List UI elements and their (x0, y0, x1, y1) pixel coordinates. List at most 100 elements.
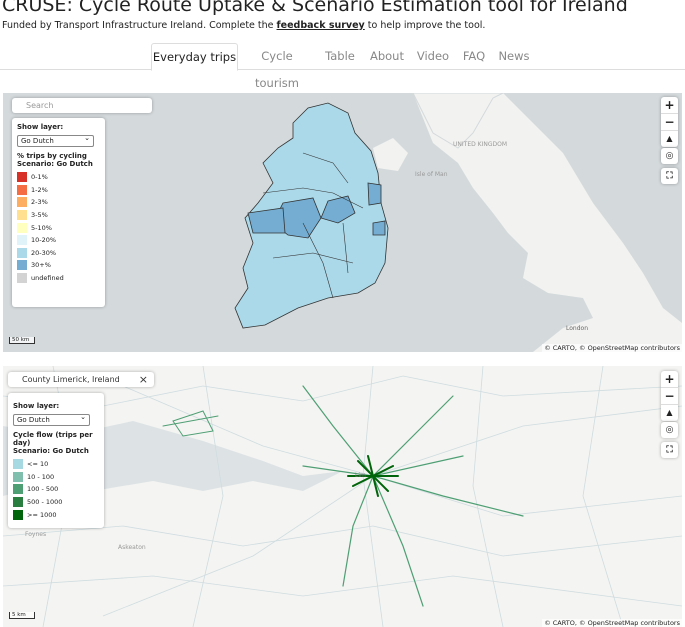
layer-select[interactable]: Go Dutch (17, 133, 94, 147)
map-cycling-share: Search Show layer: Go Dutch % trips by c… (3, 93, 682, 352)
legend-label: 100 - 500 (27, 485, 59, 494)
legend-label: 10 - 100 (27, 472, 55, 481)
zoom-out[interactable]: − (661, 387, 678, 404)
show-layer-label: Show layer: (13, 402, 60, 410)
tab[interactable]: Table (325, 49, 355, 63)
legend-swatch (17, 260, 27, 271)
legend-label: undefined (31, 274, 64, 283)
region-borders (262, 152, 364, 299)
legend-swatch (17, 197, 27, 208)
land-scotland (412, 93, 504, 149)
place-label: UNITED KINGDOM (453, 141, 507, 148)
show-layer-label: Show layer: (17, 123, 64, 131)
place-label: Foynes (25, 531, 47, 538)
place-label: Askeaton (118, 544, 146, 551)
subtitle-text: to help improve the tool. (364, 20, 486, 31)
legend-item: 30+% (17, 259, 100, 272)
tab[interactable]: About (369, 49, 404, 63)
legend-title: Cycle flow (trips per day) (13, 431, 93, 447)
map-canvas (234, 93, 682, 352)
legend-item: <= 10 (13, 458, 99, 471)
cycle-flow-network (162, 385, 524, 607)
legend-item: 20-30% (17, 247, 100, 260)
scenario-label: Scenario: Go Dutch (13, 447, 89, 455)
legend-label: 3-5% (31, 211, 48, 220)
legend-label: 0-1% (31, 173, 48, 182)
legend-swatch (17, 235, 27, 246)
tab[interactable]: FAQ (462, 49, 486, 63)
fullscreen-button[interactable]: ⛶ (661, 168, 678, 184)
legend-swatch (17, 273, 27, 284)
zoom-controls: + − ▲ (661, 371, 678, 421)
legend-label: <= 10 (27, 460, 49, 469)
attribution: © CARTO, © OpenStreetMap contributors (542, 344, 682, 352)
tab[interactable]: News (498, 49, 530, 63)
tab[interactable]: Cycle tourism (255, 49, 299, 90)
layer-select[interactable]: Go Dutch (13, 412, 90, 426)
legend-swatch (17, 247, 27, 258)
legend-swatch (13, 484, 23, 495)
zoom-controls: + − ▲ (661, 97, 678, 147)
search-value: County Limerick, Ireland (22, 375, 120, 384)
legend-title: % trips by cycling (17, 152, 87, 160)
roads (3, 366, 682, 627)
legend-item: >= 1000 (13, 508, 99, 521)
layer-panel: Show layer: Go Dutch % trips by cycling … (12, 118, 105, 307)
legend-swatch (17, 172, 27, 183)
legend-item: 5-10% (17, 221, 100, 234)
region-dublin (367, 182, 382, 206)
legend-item: 2-3% (17, 196, 100, 209)
locate-button[interactable]: ◎ (661, 148, 678, 164)
legend-item: 10-20% (17, 234, 100, 247)
legend-item: 0-1% (17, 171, 100, 184)
legend-swatch (13, 509, 23, 520)
legend-swatch (17, 210, 27, 221)
feedback-link[interactable]: feedback survey (276, 20, 365, 31)
region-high (320, 195, 356, 224)
page-title: CRUSE: Cycle Route Uptake & Scenario Est… (2, 0, 628, 16)
clear-search[interactable]: × (138, 373, 148, 386)
search-input[interactable]: Search (12, 98, 152, 113)
place-label: London (566, 325, 588, 332)
compass[interactable]: ▲ (661, 130, 678, 147)
locate-button[interactable]: ◎ (661, 422, 678, 438)
legend-swatch (17, 184, 27, 195)
attribution: © CARTO, © OpenStreetMap contributors (542, 619, 682, 627)
search-input[interactable]: County Limerick, Ireland × (8, 372, 154, 387)
zoom-in[interactable]: + (664, 372, 675, 386)
tab[interactable]: Video (416, 49, 450, 63)
fullscreen-button[interactable]: ⛶ (661, 442, 678, 458)
region-wicklow (372, 220, 386, 236)
legend-swatch (13, 459, 23, 470)
legend-item: 1-2% (17, 184, 100, 197)
legend-label: 20-30% (31, 248, 57, 257)
legend-item: 3-5% (17, 209, 100, 222)
subtitle-text: Funded by Transport Infrastructure Irela… (2, 20, 277, 31)
legend-swatch (13, 497, 23, 508)
zoom-out[interactable]: − (661, 113, 678, 130)
tab[interactable]: Everyday trips (151, 43, 238, 71)
scale-bar: 5 km (9, 612, 35, 619)
place-label: Isle of Man (415, 171, 448, 178)
compass[interactable]: ▲ (661, 404, 678, 421)
layer-panel: Show layer: Go Dutch Cycle flow (trips p… (8, 393, 104, 528)
map-canvas (3, 366, 682, 627)
scale-bar: 50 km (9, 337, 35, 344)
search-placeholder: Search (26, 101, 54, 110)
tab-bar: Everyday trips Cycle tourism Table About Vid… (0, 43, 685, 90)
zoom-in[interactable]: + (664, 98, 675, 112)
legend-item: 10 - 100 (13, 471, 99, 484)
map-cycle-flow: County Limerick, Ireland × Show layer: Go… (3, 366, 682, 627)
place-label: Lim (355, 472, 366, 479)
legend-swatch (17, 222, 27, 233)
legend-item: undefined (17, 272, 100, 285)
land-northern-ireland (373, 138, 408, 171)
scenario-label: Scenario: Go Dutch (17, 160, 93, 168)
legend-label: 5-10% (31, 223, 52, 232)
legend-label: 30+% (31, 261, 51, 270)
legend-item: 100 - 500 (13, 483, 99, 496)
legend-label: 500 - 1000 (27, 498, 63, 507)
region-high (247, 207, 286, 234)
legend-label: >= 1000 (27, 510, 57, 519)
